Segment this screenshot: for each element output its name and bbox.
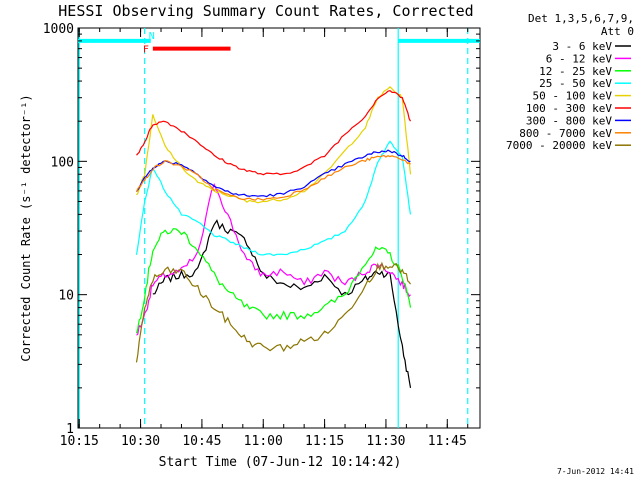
legend-entry-label: 300 - 800 keV bbox=[526, 114, 612, 127]
series-line bbox=[152, 219, 412, 389]
x-tick-label: 11:30 bbox=[366, 434, 405, 449]
plot-frame bbox=[77, 27, 481, 429]
series-line bbox=[135, 228, 412, 334]
series-line bbox=[136, 85, 412, 204]
chart-title: HESSI Observing Summary Count Rates, Cor… bbox=[58, 2, 473, 20]
legend-entry-label: 6 - 12 keV bbox=[546, 52, 613, 65]
legend-entry-label: 3 - 6 keV bbox=[552, 40, 612, 53]
flag-label: N bbox=[149, 31, 155, 42]
flag-label: F bbox=[143, 45, 149, 56]
legend-header: Det 1,3,5,6,7,9, bbox=[528, 12, 634, 25]
y-tick-label: 100 bbox=[51, 155, 74, 170]
x-axis-label: Start Time (07-Jun-12 10:14:42) bbox=[159, 455, 402, 470]
x-tick-label: 11:15 bbox=[305, 434, 344, 449]
timestamp: 7-Jun-2012 14:41 bbox=[557, 467, 634, 476]
y-axis: 1 10 100 1000 bbox=[43, 22, 480, 437]
y-tick-label: 1000 bbox=[43, 22, 74, 37]
reference-lines bbox=[78, 28, 469, 428]
series-line bbox=[135, 140, 412, 257]
x-axis: 10:15 10:30 10:45 11:00 11:15 11:30 11:45 bbox=[60, 28, 469, 449]
y-tick-label: 10 bbox=[58, 289, 74, 304]
x-tick-label: 10:15 bbox=[60, 434, 99, 449]
legend-entry-label: 25 - 50 keV bbox=[539, 77, 612, 90]
series-line bbox=[136, 182, 411, 336]
y-axis-label: Corrected Count Rate (s⁻¹ detector⁻¹) bbox=[19, 94, 33, 361]
x-tick-label: 10:45 bbox=[182, 434, 221, 449]
legend-entry-label: 12 - 25 keV bbox=[539, 65, 612, 78]
legend-header: Att 0 bbox=[601, 25, 634, 38]
y-tick-label: 1 bbox=[66, 422, 74, 437]
series-line bbox=[135, 154, 411, 201]
legend-entry-label: 800 - 7000 keV bbox=[519, 127, 612, 140]
series-line bbox=[135, 261, 411, 363]
x-tick-label: 10:30 bbox=[121, 434, 160, 449]
legend-entry-label: 50 - 100 keV bbox=[533, 90, 613, 103]
legend-entry-label: 100 - 300 keV bbox=[526, 102, 612, 115]
x-tick-label: 11:00 bbox=[244, 434, 283, 449]
flag-bars: NF bbox=[78, 31, 480, 56]
legend-entry-label: 7000 - 20000 keV bbox=[506, 139, 612, 152]
series-line bbox=[136, 90, 412, 176]
series-lines bbox=[135, 85, 412, 389]
x-tick-label: 11:45 bbox=[428, 434, 467, 449]
